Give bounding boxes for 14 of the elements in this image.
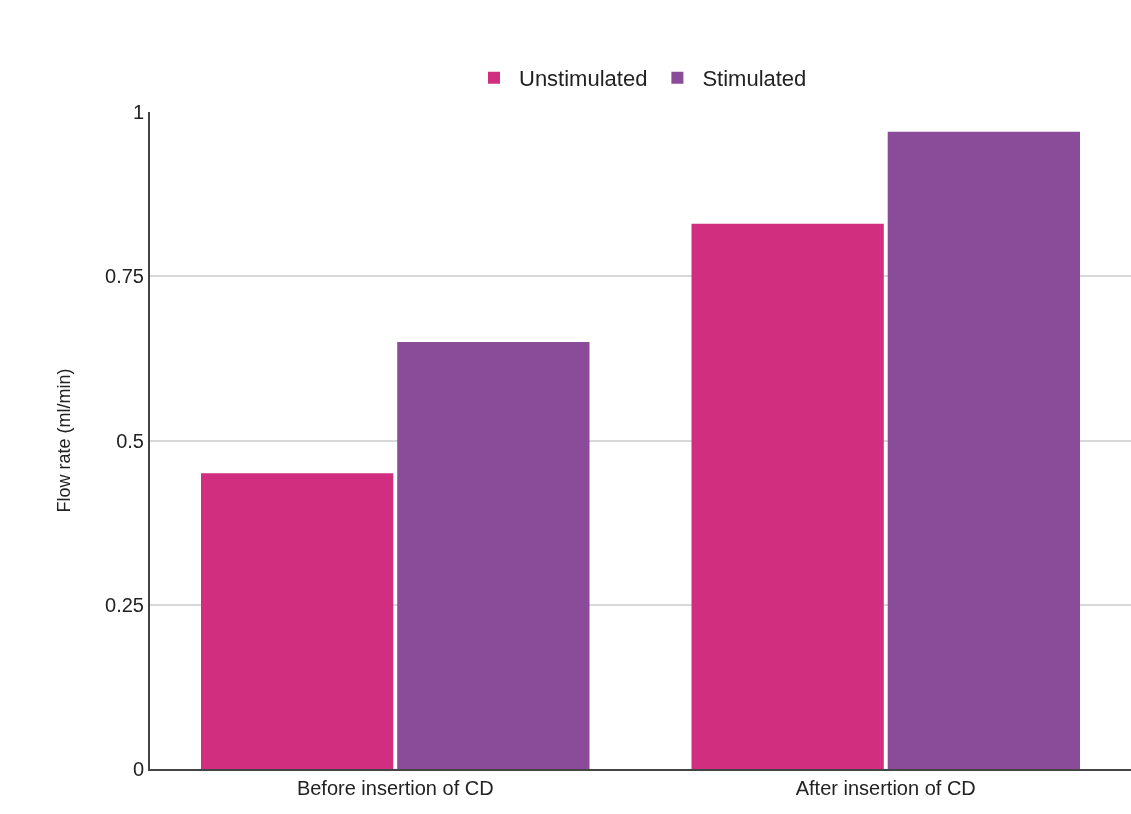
y-tick-label: 0 [132, 758, 144, 780]
y-axis-title: Flow rate (ml/min) [53, 368, 74, 513]
y-tick-label: 0.5 [116, 429, 144, 452]
bar [887, 131, 1080, 769]
y-tick-label: 1 [132, 101, 144, 123]
x-tick-label: After insertion of CD [795, 777, 976, 799]
bar [691, 223, 884, 769]
bar [201, 473, 394, 769]
y-tick-label: 0.25 [105, 593, 144, 616]
legend-label: Stimulated [702, 66, 807, 92]
y-tick-label: 0.75 [105, 265, 144, 288]
bar [397, 341, 590, 769]
legend-label: Unstimulated [519, 66, 648, 92]
x-tick-label: Before insertion of CD [296, 777, 494, 799]
